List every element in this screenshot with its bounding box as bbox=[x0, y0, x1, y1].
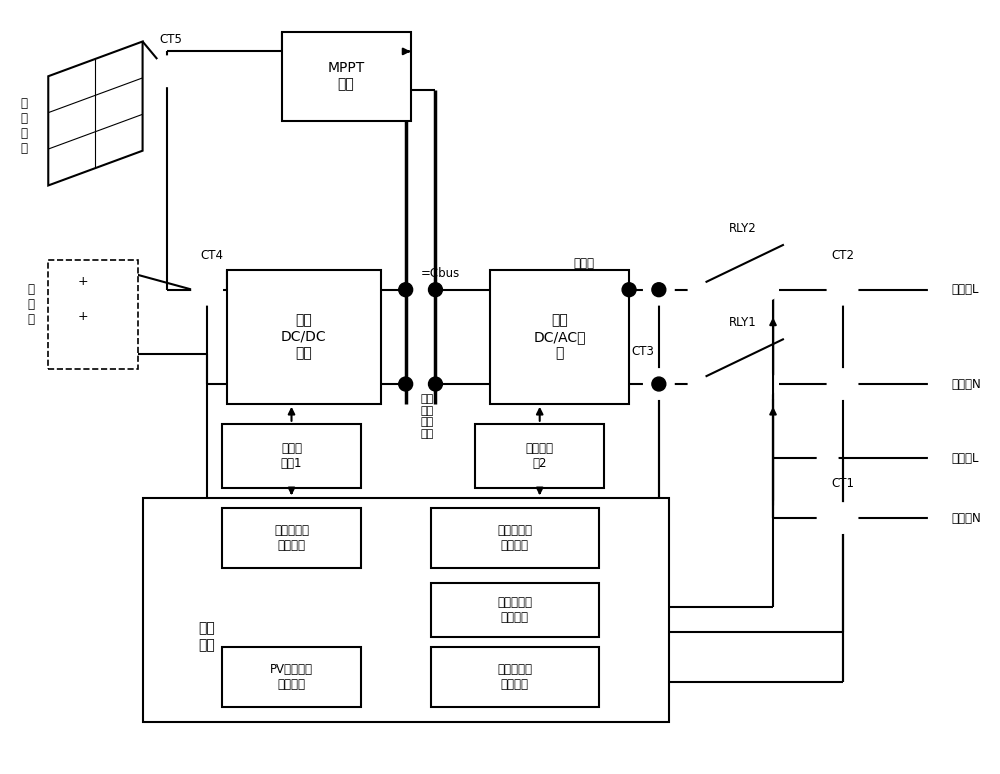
Text: CT4: CT4 bbox=[201, 249, 224, 262]
Circle shape bbox=[758, 374, 778, 394]
Circle shape bbox=[689, 374, 708, 394]
FancyBboxPatch shape bbox=[222, 508, 361, 567]
Circle shape bbox=[828, 503, 857, 533]
Circle shape bbox=[622, 283, 636, 296]
Text: 电网端N: 电网端N bbox=[952, 512, 981, 525]
Circle shape bbox=[929, 450, 945, 467]
Circle shape bbox=[818, 508, 838, 528]
Circle shape bbox=[818, 449, 838, 468]
Circle shape bbox=[652, 283, 666, 296]
FancyBboxPatch shape bbox=[222, 423, 361, 488]
Text: 隔离驱
动器1: 隔离驱 动器1 bbox=[281, 442, 302, 470]
FancyBboxPatch shape bbox=[431, 647, 599, 707]
Circle shape bbox=[828, 369, 857, 399]
Text: MPPT
模块: MPPT 模块 bbox=[327, 61, 365, 91]
FancyBboxPatch shape bbox=[222, 647, 361, 707]
Circle shape bbox=[399, 283, 413, 296]
FancyBboxPatch shape bbox=[431, 508, 599, 567]
Text: 电
池
组: 电 池 组 bbox=[28, 283, 35, 326]
Circle shape bbox=[429, 283, 442, 296]
Text: =Cbus: =Cbus bbox=[421, 267, 460, 279]
Text: 电池端功率
计算模块: 电池端功率 计算模块 bbox=[274, 524, 309, 552]
FancyBboxPatch shape bbox=[48, 260, 138, 369]
Text: CT2: CT2 bbox=[831, 249, 854, 262]
Text: 隔离驱动
器2: 隔离驱动 器2 bbox=[526, 442, 554, 470]
Circle shape bbox=[652, 377, 666, 391]
Text: 高压
直流
母线
电压: 高压 直流 母线 电压 bbox=[421, 394, 434, 439]
Text: 负载端L: 负载端L bbox=[952, 283, 979, 296]
Text: +: + bbox=[78, 310, 88, 323]
Text: 负载端功率
计算模块: 负载端功率 计算模块 bbox=[497, 596, 532, 624]
Text: 太
阳
能
板: 太 阳 能 板 bbox=[20, 97, 27, 155]
Circle shape bbox=[929, 376, 945, 392]
Text: +: + bbox=[78, 276, 88, 288]
Text: CT5: CT5 bbox=[159, 33, 182, 46]
Text: RLY2: RLY2 bbox=[729, 222, 757, 235]
Text: RLY1: RLY1 bbox=[729, 317, 757, 330]
FancyBboxPatch shape bbox=[475, 423, 604, 488]
Circle shape bbox=[689, 279, 708, 300]
Circle shape bbox=[758, 279, 778, 300]
Text: 双向
DC/AC模
块: 双向 DC/AC模 块 bbox=[533, 313, 586, 360]
Text: 双向
DC/DC
模块: 双向 DC/DC 模块 bbox=[281, 313, 327, 360]
Circle shape bbox=[644, 275, 674, 305]
Circle shape bbox=[192, 275, 222, 305]
FancyBboxPatch shape bbox=[282, 32, 411, 121]
Text: 并网端功率
计算模块: 并网端功率 计算模块 bbox=[497, 524, 532, 552]
Text: 控制
模块: 控制 模块 bbox=[199, 622, 215, 652]
FancyBboxPatch shape bbox=[227, 270, 381, 404]
Text: CT1: CT1 bbox=[831, 478, 854, 490]
Circle shape bbox=[929, 282, 945, 298]
FancyBboxPatch shape bbox=[143, 498, 669, 721]
Circle shape bbox=[828, 275, 857, 305]
Circle shape bbox=[929, 510, 945, 526]
Circle shape bbox=[429, 377, 442, 391]
Circle shape bbox=[399, 377, 413, 391]
Text: CT3: CT3 bbox=[631, 345, 654, 358]
Text: PV太阳能端
计算模块: PV太阳能端 计算模块 bbox=[270, 663, 313, 691]
FancyBboxPatch shape bbox=[431, 583, 599, 637]
Text: 电网端L: 电网端L bbox=[952, 452, 979, 465]
Text: 并网端: 并网端 bbox=[574, 257, 595, 270]
Text: 市电端功率
计算模块: 市电端功率 计算模块 bbox=[497, 663, 532, 691]
Text: 负载端N: 负载端N bbox=[952, 378, 981, 391]
Circle shape bbox=[153, 57, 182, 86]
Circle shape bbox=[644, 369, 674, 399]
FancyBboxPatch shape bbox=[490, 270, 629, 404]
